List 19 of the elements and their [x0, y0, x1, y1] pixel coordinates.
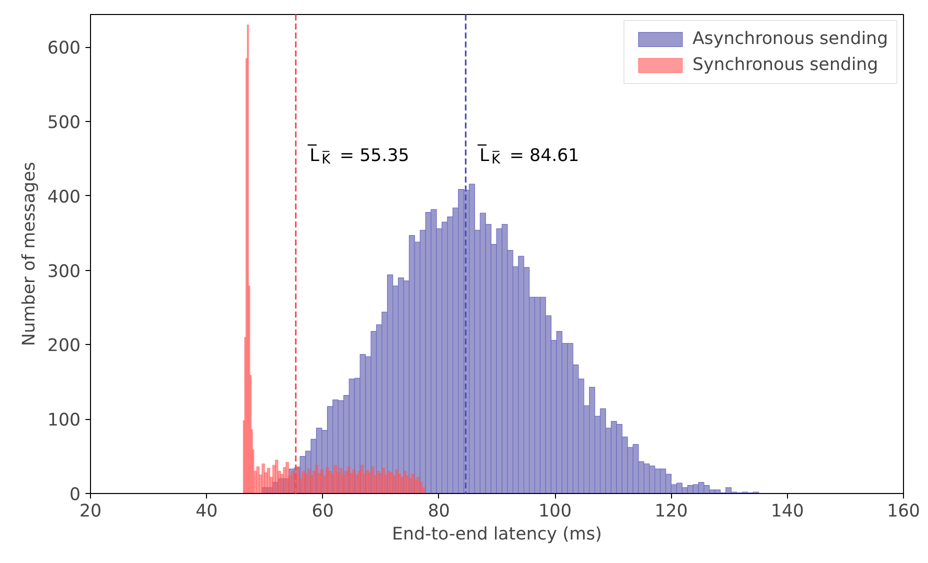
legend-label: Synchronous sending	[692, 55, 878, 75]
y-tick-label: 400	[47, 187, 81, 208]
y-tick-label: 300	[47, 262, 81, 282]
x-tick-label: 40	[196, 502, 218, 522]
legend-label: Asynchronous sending	[692, 29, 888, 49]
y-tick-label: 200	[47, 336, 81, 356]
x-axis-title: End-to-end latency (ms)	[392, 524, 602, 544]
x-tick-label: 120	[654, 502, 688, 522]
y-tick-label: 100	[47, 410, 81, 431]
x-tick-label: 80	[428, 502, 450, 522]
y-axis-title: Number of messages	[19, 162, 40, 346]
x-tick-label: 20	[79, 502, 102, 522]
x-tick-label: 160	[886, 502, 920, 522]
y-tick-label: 600	[47, 38, 81, 59]
x-tick-label: 140	[770, 502, 804, 522]
y-tick-label: 500	[47, 113, 81, 134]
y-tick-label: 0	[69, 485, 81, 505]
x-tick-label: 60	[312, 502, 334, 522]
x-tick-label: 100	[538, 502, 572, 522]
